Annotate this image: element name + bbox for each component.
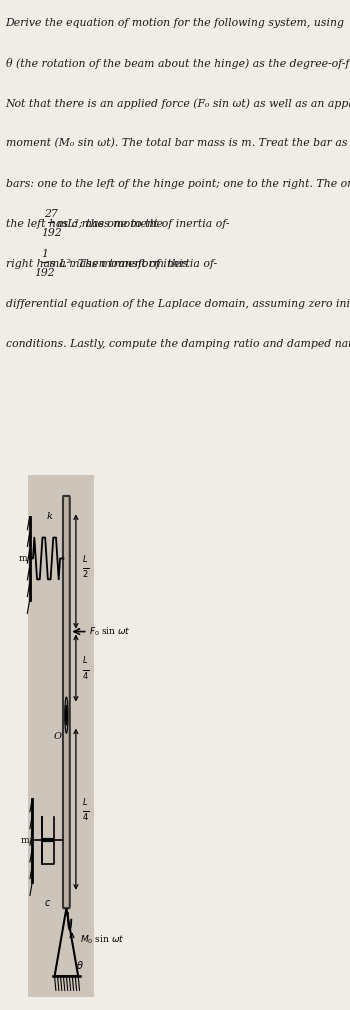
Text: Not that there is an applied force (F₀ sin ωt) as well as an applied: Not that there is an applied force (F₀ s… bbox=[6, 98, 350, 109]
Bar bbox=[28, 475, 94, 997]
Text: m: m bbox=[18, 553, 27, 563]
Text: $c$: $c$ bbox=[44, 898, 51, 908]
Text: the left has a mass moment of inertia of-: the left has a mass moment of inertia of… bbox=[6, 219, 229, 228]
Text: mL²; the one to the: mL²; the one to the bbox=[57, 219, 162, 228]
Text: 192: 192 bbox=[34, 268, 55, 278]
Text: θ (the rotation of the beam about the hinge) as the degree-of-freedom.: θ (the rotation of the beam about the hi… bbox=[6, 58, 350, 69]
Text: $\theta$: $\theta$ bbox=[76, 960, 83, 971]
Text: $F_0$ sin $\omega t$: $F_0$ sin $\omega t$ bbox=[89, 625, 131, 637]
Text: moment (M₀ sin ωt). The total bar mass is m. Treat the bar as two: moment (M₀ sin ωt). The total bar mass i… bbox=[6, 138, 350, 148]
Circle shape bbox=[65, 705, 67, 725]
Text: $L$
$\overline{2}$: $L$ $\overline{2}$ bbox=[82, 552, 89, 580]
Text: m: m bbox=[21, 836, 30, 845]
Text: bars: one to the left of the hinge point; one to the right. The one to: bars: one to the left of the hinge point… bbox=[6, 179, 350, 189]
Text: O: O bbox=[53, 731, 61, 740]
FancyBboxPatch shape bbox=[63, 496, 70, 908]
Text: Derive the equation of motion for the following system, using: Derive the equation of motion for the fo… bbox=[6, 18, 344, 28]
Text: 1: 1 bbox=[41, 248, 48, 259]
Text: $L$
$\overline{4}$: $L$ $\overline{4}$ bbox=[82, 796, 89, 823]
Text: 27: 27 bbox=[44, 209, 58, 219]
Text: differential equation of the Laplace domain, assuming zero initial: differential equation of the Laplace dom… bbox=[6, 299, 350, 309]
Text: k: k bbox=[46, 512, 52, 521]
Text: 192: 192 bbox=[41, 228, 61, 237]
Text: mL². Then transform this: mL². Then transform this bbox=[49, 259, 188, 269]
Circle shape bbox=[65, 697, 68, 733]
Text: conditions. Lastly, compute the damping ratio and damped natural frequency for t: conditions. Lastly, compute the damping … bbox=[6, 339, 350, 349]
Text: $L$
$\overline{4}$: $L$ $\overline{4}$ bbox=[82, 654, 89, 682]
Text: right has a mass moment of inertia of-: right has a mass moment of inertia of- bbox=[6, 259, 217, 269]
Text: $M_0$ sin $\omega t$: $M_0$ sin $\omega t$ bbox=[79, 933, 124, 946]
